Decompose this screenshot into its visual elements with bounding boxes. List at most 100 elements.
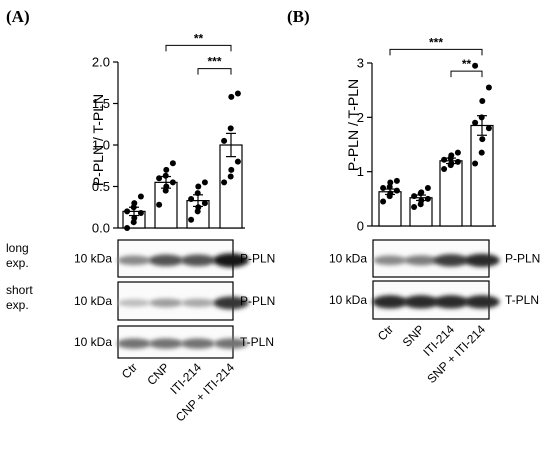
- panel-a-y-tick-label: 0.5: [92, 179, 110, 194]
- panel-a-significance-label: ***: [207, 55, 221, 69]
- panel-b-data-point: [380, 198, 387, 205]
- panel-b-blot-band: [403, 295, 439, 309]
- panel-b-data-point: [418, 189, 425, 196]
- panel-a-data-point: [221, 179, 228, 186]
- panel-b-data-point: [393, 177, 400, 184]
- panel-a-blot-band: [213, 338, 249, 349]
- panel-b-data-point: [478, 149, 485, 156]
- panel-b-letter: (B): [287, 7, 310, 26]
- panel-b-data-point: [441, 156, 448, 163]
- panel-b-blot-band: [372, 295, 408, 309]
- panel-a-data-point: [124, 208, 131, 215]
- panel-a-significance-bracket: [165, 44, 232, 52]
- panel-a-data-point: [188, 195, 195, 202]
- panel-b-data-point: [387, 190, 394, 197]
- panel-a-blot-band: [213, 296, 249, 310]
- panel-a: (A) P-PLN / T-PLN 0.0 0.5 1.0 1.5 2.0 ***** 10…: [6, 7, 275, 424]
- panel-b-blot-protein-label: T-PLN: [505, 293, 539, 307]
- panel-a-y-tick-label: 2.0: [92, 55, 110, 70]
- panel-a-data-point: [227, 173, 234, 180]
- panel-b-y-tick-label: 1: [357, 164, 364, 179]
- panel-a-blot-protein-label: T-PLN: [240, 335, 274, 349]
- panel-b-data-point: [454, 149, 461, 156]
- panel-a-blot-exposure-label: short: [6, 283, 33, 297]
- panel-b-blot-band: [373, 255, 407, 266]
- panel-a-data-point: [194, 190, 201, 197]
- panel-a-blot-band: [181, 298, 215, 308]
- panel-a-data-point: [131, 215, 138, 222]
- panel-b-y-tick-label: 0: [357, 219, 364, 234]
- panel-a-data-point: [195, 183, 202, 190]
- panel-a-data-point: [228, 166, 235, 173]
- panel-b-blot-band: [464, 295, 500, 309]
- panel-b-significance-bracket: [389, 48, 483, 56]
- panel-a-blot-kda-label: 10 kDa: [74, 252, 112, 266]
- panel-b-significance-label: ***: [429, 35, 443, 49]
- panel-b-significance-bracket: [450, 70, 483, 78]
- panel-a-blot-exposure-label: exp.: [6, 256, 29, 270]
- panel-b-blot-band: [433, 254, 469, 267]
- panel-a-data-point: [169, 179, 176, 186]
- panel-b-y-tick-label: 2: [357, 110, 364, 125]
- panel-a-data-point: [162, 172, 169, 179]
- panel-a-blot-protein-label: P-PLN: [240, 294, 275, 308]
- panel-a-data-point: [137, 193, 144, 200]
- panel-b-data-point: [380, 184, 387, 191]
- panel-a-data-point: [169, 160, 176, 167]
- panel-a-plot: 0.00.51.01.52.0*****10 kDa P-PLNlongexp.1…: [6, 31, 275, 424]
- panel-a-data-point: [201, 200, 208, 207]
- panel-a-data-point: [131, 200, 138, 207]
- panel-b-blot-band: [464, 253, 500, 267]
- panel-a-blot-band: [180, 254, 216, 267]
- panel-a-y-tick-label: 1.5: [92, 96, 110, 111]
- panel-a-y-axis-label: P-PLN / T-PLN: [90, 94, 106, 186]
- panel-a-blot-band: [117, 299, 151, 307]
- panel-a-data-point: [163, 166, 170, 173]
- panel-b-data-point: [448, 160, 455, 167]
- panel-b-data-point: [393, 187, 400, 194]
- panel-b-blot-band: [433, 295, 469, 309]
- panel-b-data-point: [448, 152, 455, 159]
- panel-b-data-point: [411, 193, 418, 200]
- panel-a-data-point: [188, 216, 195, 223]
- panel-a-y-tick-label: 0.0: [92, 221, 110, 236]
- panel-a-blot-band: [213, 253, 249, 268]
- panel-b-data-point: [387, 179, 394, 186]
- panel-a-letter: (A): [6, 7, 30, 26]
- panel-b-y-axis-label: P-PLN / T-PLN: [345, 79, 361, 171]
- panel-b-data-point: [411, 203, 418, 210]
- panel-a-data-point: [137, 210, 144, 217]
- panel-a-category-label: Ctr: [119, 360, 140, 381]
- panel-b-data-point: [479, 136, 486, 143]
- panel-a-data-point: [156, 201, 163, 208]
- panel-b-data-point: [454, 158, 461, 165]
- panel-a-significance-label: **: [194, 31, 204, 45]
- panel-a-blot-band: [149, 298, 183, 308]
- panel-b-data-point: [485, 84, 492, 91]
- panel-b-data-point: [472, 119, 479, 126]
- panel-b-data-point: [485, 125, 492, 132]
- panel-b-blot-kda-label: 10 kDa: [329, 293, 367, 307]
- panel-a-blot-exposure-label: exp.: [6, 298, 29, 312]
- panel-a-data-point: [227, 125, 234, 132]
- panel-a-blot-protein-label: P-PLN: [240, 252, 275, 266]
- panel-a-data-point: [234, 158, 241, 165]
- panel-a-data-point: [163, 183, 170, 190]
- panel-a-data-point: [201, 179, 208, 186]
- panel-b-data-point: [441, 165, 448, 172]
- panel-b-data-point: [478, 114, 485, 121]
- panel-a-category-label: CNP: [144, 360, 172, 388]
- panel-a-category-label: CNP + ITI-214: [173, 360, 237, 424]
- panel-a-data-point: [156, 175, 163, 182]
- panel-a-bar: [219, 144, 243, 229]
- panel-a-data-point: [221, 137, 228, 144]
- panel-a-blot-band: [148, 338, 184, 349]
- panel-b-data-point: [424, 184, 431, 191]
- panel-a-data-point: [195, 204, 202, 211]
- panel-b-data-point: [472, 62, 479, 69]
- panel-b-y-tick-label: 3: [357, 56, 364, 71]
- panel-a-significance-bracket: [197, 68, 232, 75]
- panel-b-blot-protein-label: P-PLN: [505, 252, 540, 266]
- panel-a-blot-band: [116, 338, 152, 349]
